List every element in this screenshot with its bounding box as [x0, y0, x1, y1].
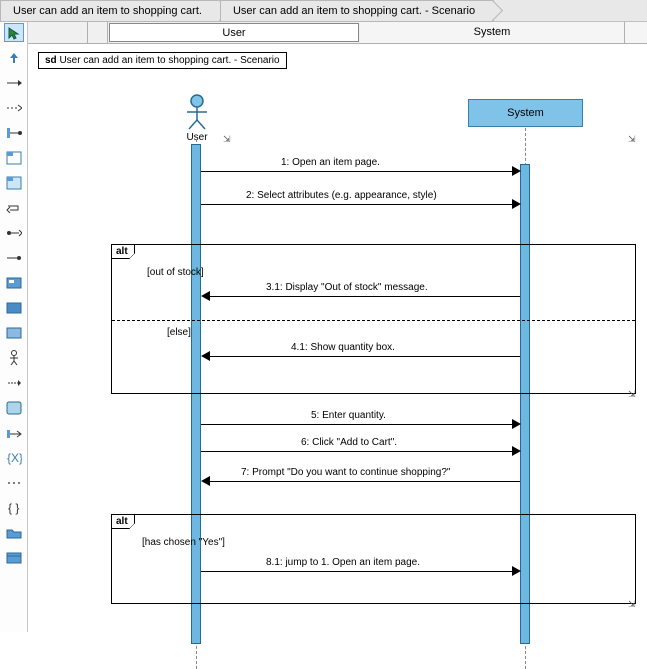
alt-label: alt [111, 244, 135, 259]
resize-handle[interactable]: ⇲ [628, 599, 636, 610]
actor-icon [183, 94, 211, 130]
tool-dots-icon[interactable] [5, 474, 23, 491]
resize-handle[interactable]: ⇲ [223, 134, 231, 145]
tool-message-icon[interactable] [5, 74, 23, 91]
tool-self-icon[interactable] [5, 199, 23, 216]
alt-label: alt [111, 514, 135, 529]
alt-divider [112, 320, 635, 321]
col-header-system[interactable]: System [360, 22, 625, 43]
tool-card-icon[interactable] [5, 549, 23, 566]
tool-found-icon[interactable] [5, 224, 23, 241]
tool-return-icon[interactable] [5, 124, 23, 141]
tool-arrow-up-icon[interactable] [5, 49, 23, 66]
message-6[interactable]: 6: Click "Add to Cart". [201, 439, 520, 455]
tool-braces-icon[interactable]: {X} [5, 449, 23, 466]
message-8-1[interactable]: 8.1: jump to 1. Open an item page. [201, 559, 520, 575]
message-5[interactable]: 5: Enter quantity. [201, 412, 520, 428]
alt-fragment-1[interactable]: alt [out of stock] [else] [111, 244, 636, 394]
col-corner [28, 22, 88, 43]
diagram-canvas[interactable]: sd User can add an item to shopping cart… [28, 44, 647, 632]
svg-text:{ }: { } [8, 501, 19, 515]
message-4-1[interactable]: 4.1: Show quantity box. [201, 344, 520, 360]
resize-handle[interactable]: ⇲ [628, 389, 636, 400]
tool-folder-icon[interactable] [5, 524, 23, 541]
breadcrumb: User can add an item to shopping cart. U… [0, 0, 647, 22]
breadcrumb-item[interactable]: User can add an item to shopping cart. -… [220, 0, 494, 22]
message-1[interactable]: 1: Open an item page. [201, 159, 520, 175]
tool-arrow-dash2-icon[interactable] [5, 374, 23, 391]
guard-condition: [else] [167, 327, 191, 338]
tool-braces2-icon[interactable]: { } [5, 499, 23, 516]
tool-message-dash-icon[interactable] [5, 99, 23, 116]
actor-user[interactable]: User [183, 94, 211, 143]
message-2[interactable]: 2: Select attributes (e.g. appearance, s… [201, 192, 520, 208]
tool-interaction-icon[interactable] [5, 424, 23, 441]
tool-lost-icon[interactable] [5, 249, 23, 266]
canvas-area: User System sd User can add an item to s… [28, 22, 647, 632]
tool-frag1-icon[interactable] [5, 149, 23, 166]
svg-text:{X}: {X} [7, 451, 22, 465]
actor-label: User [183, 132, 211, 143]
breadcrumb-item[interactable]: User can add an item to shopping cart. [0, 0, 221, 22]
message-3-1[interactable]: 3.1: Display "Out of stock" message. [201, 284, 520, 300]
tool-rect1-icon[interactable] [5, 274, 23, 291]
message-7[interactable]: 7: Prompt "Do you want to continue shopp… [201, 469, 520, 485]
tool-pointer[interactable] [5, 24, 23, 41]
guard-condition: [has chosen "Yes"] [142, 537, 225, 548]
tool-rect2-icon[interactable] [5, 299, 23, 316]
tool-frag2-icon[interactable] [5, 174, 23, 191]
tool-actor-icon[interactable] [5, 349, 23, 366]
tool-combined-icon[interactable] [5, 399, 23, 416]
resize-handle[interactable]: ⇲ [628, 134, 636, 145]
frame-title: sd User can add an item to shopping cart… [38, 52, 287, 69]
col-header-user[interactable]: User [109, 23, 359, 42]
lifeline-system[interactable]: System [468, 99, 583, 127]
column-headers: User System [28, 22, 647, 44]
tool-rect3-icon[interactable] [5, 324, 23, 341]
toolbar: {X} { } [0, 22, 28, 632]
guard-condition: [out of stock] [147, 267, 204, 278]
